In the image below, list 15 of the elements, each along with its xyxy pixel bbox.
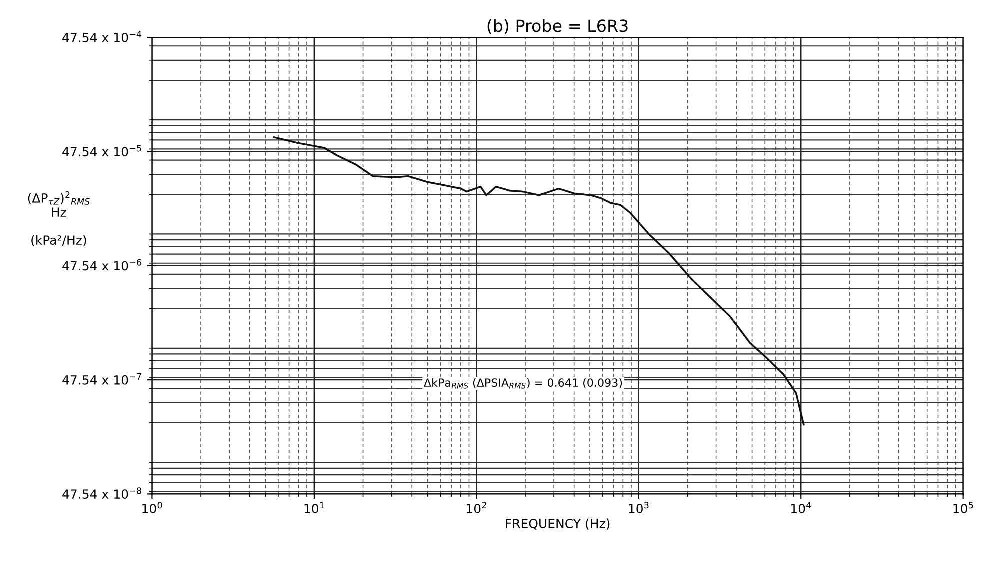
y-tick-label: 47.54 x 10$^{−4}$ — [62, 31, 142, 42]
y-tick-label: 47.54 x 10$^{−7}$ — [62, 374, 142, 385]
annotation: ΔkPa$_{RMS}$ (ΔPSIA$_{RMS}$) = 0.641 (0.093) — [424, 378, 622, 389]
x-tick-label: 10$^{3}$ — [629, 502, 649, 514]
y-tick-label: 47.54 x 10$^{−6}$ — [62, 259, 142, 271]
x-axis-title: FREQUENCY (Hz) — [506, 518, 610, 530]
y-tick-label: 47.54 x 10$^{−8}$ — [62, 488, 142, 500]
text: (ΔP$_{τZ}$)$^{2}$$_{RMS}$ Hz (kPa²/Hz) — [28, 191, 90, 246]
x-tick-label: 10$^{4}$ — [791, 502, 812, 514]
x-tick-label: 10$^{5}$ — [954, 502, 974, 514]
x-tick-label: 10$^{1}$ — [304, 502, 324, 514]
chart-title: (b) Probe = L6R3 — [488, 19, 628, 34]
x-tick-label: 10$^{0}$ — [142, 502, 162, 514]
x-tick-label: 10$^{2}$ — [467, 502, 486, 514]
y-tick-label: 47.54 x 10$^{−5}$ — [62, 145, 142, 157]
